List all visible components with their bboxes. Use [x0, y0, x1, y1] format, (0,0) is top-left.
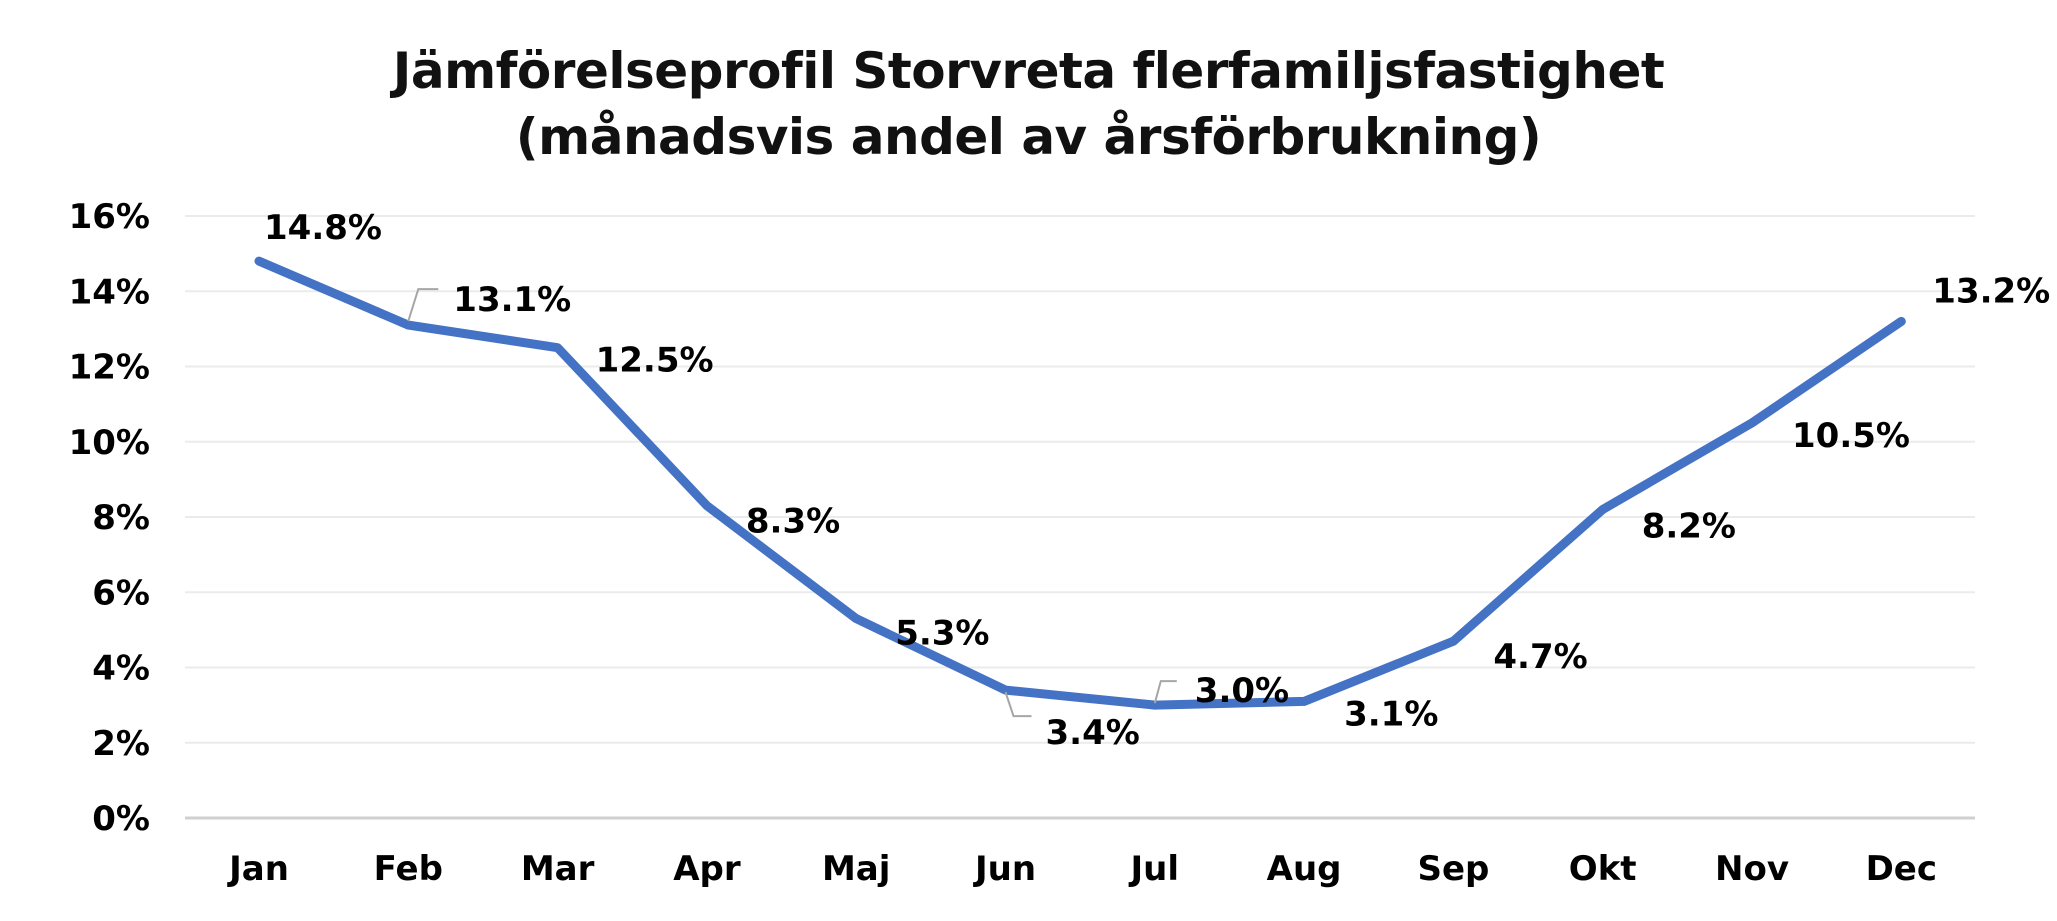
- y-tick-label: 6%: [92, 573, 150, 613]
- data-label: 3.1%: [1344, 694, 1438, 734]
- data-label: 3.4%: [1046, 713, 1140, 753]
- y-tick-label: 12%: [69, 348, 150, 388]
- data-label-leader-line: [407, 288, 439, 322]
- data-label: 5.3%: [895, 614, 989, 654]
- y-tick-label: 16%: [69, 197, 150, 237]
- y-tick-label: 2%: [92, 724, 150, 764]
- x-tick-label: Jan: [227, 849, 289, 889]
- data-label: 14.8%: [264, 208, 382, 248]
- data-label: 3.0%: [1195, 671, 1289, 711]
- x-tick-label: Dec: [1866, 849, 1937, 889]
- x-tick-label: Okt: [1569, 849, 1637, 889]
- data-label-leader-line: [1004, 691, 1032, 718]
- data-label: 13.2%: [1932, 271, 2050, 311]
- x-tick-label: Apr: [673, 849, 741, 889]
- x-tick-label: Jun: [973, 849, 1036, 889]
- chart-title-block: Jämförelseprofil Storvreta flerfamiljsfa…: [0, 38, 2057, 170]
- y-tick-label: 10%: [69, 423, 150, 463]
- y-tick-label: 14%: [69, 272, 150, 312]
- x-tick-label: Mar: [521, 849, 595, 889]
- x-tick-label: Nov: [1715, 849, 1789, 889]
- x-tick-label: Aug: [1267, 849, 1342, 889]
- data-label: 12.5%: [596, 341, 714, 381]
- data-label: 10.5%: [1792, 416, 1910, 456]
- data-label-leader-line: [1153, 680, 1177, 704]
- y-tick-label: 0%: [92, 799, 150, 839]
- chart-title: Jämförelseprofil Storvreta flerfamiljsfa…: [392, 42, 1665, 100]
- x-tick-label: Feb: [374, 849, 443, 889]
- chart-subtitle: (månadsvis andel av årsförbrukning): [515, 108, 1542, 166]
- x-tick-label: Sep: [1417, 849, 1489, 889]
- series-line: [254, 256, 1906, 710]
- x-tick-label: Jul: [1129, 849, 1180, 889]
- data-label: 8.2%: [1642, 506, 1736, 546]
- y-tick-label: 8%: [92, 498, 150, 538]
- data-label: 13.1%: [453, 280, 571, 320]
- data-label: 4.7%: [1493, 637, 1587, 677]
- data-label: 8.3%: [746, 502, 840, 542]
- x-tick-label: Maj: [822, 849, 890, 889]
- y-tick-label: 4%: [92, 649, 150, 689]
